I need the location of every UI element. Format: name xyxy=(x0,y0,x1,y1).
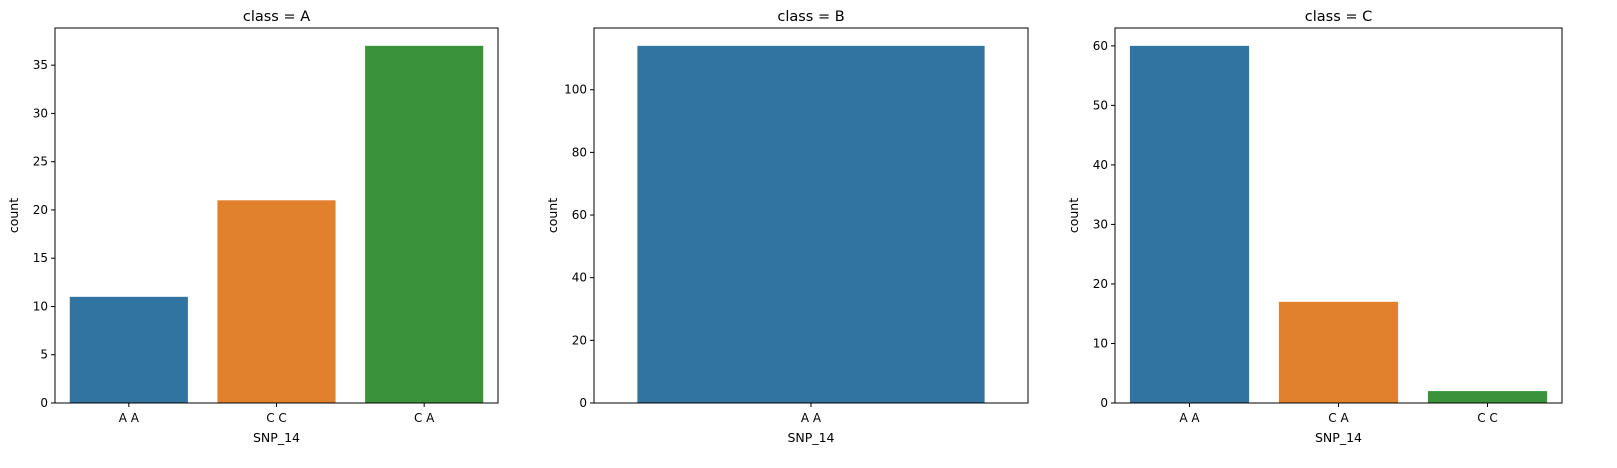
y-tick-label: 80 xyxy=(572,145,587,159)
x-axis-label: SNP_14 xyxy=(253,430,300,445)
bar-3-2 xyxy=(1278,301,1399,403)
y-tick-label: 15 xyxy=(33,251,48,265)
x-tick-label: C C xyxy=(1477,411,1498,425)
y-axis-label: count xyxy=(1066,198,1081,233)
y-tick-label: 5 xyxy=(40,348,48,362)
chart-title: class = C xyxy=(1305,9,1373,25)
y-tick-label: 0 xyxy=(1100,396,1108,410)
x-tick-label: C A xyxy=(1328,411,1349,425)
x-axis-label: SNP_14 xyxy=(1315,430,1362,445)
y-axis-label: count xyxy=(545,198,560,233)
y-tick-label: 30 xyxy=(1093,217,1108,231)
y-tick-label: 50 xyxy=(1093,98,1108,112)
y-tick-label: 20 xyxy=(33,203,48,217)
y-tick-label: 100 xyxy=(564,83,587,97)
y-tick-label: 10 xyxy=(33,299,48,313)
bar-3-1 xyxy=(1129,45,1250,403)
chart-panel-1: 0 5 10 15 20 25 30 35 A A C C C A class = A SNP_14 co… xyxy=(6,9,499,445)
x-axis-label: SNP_14 xyxy=(788,430,835,445)
chart-panel-2: 0 20 40 60 80 100 A A class = B SNP_14 count xyxy=(545,9,1029,445)
chart-title: class = B xyxy=(777,9,844,25)
y-tick-label: 20 xyxy=(1093,277,1108,291)
y-tick-label: 10 xyxy=(1093,336,1108,350)
bar-1-1 xyxy=(69,296,188,403)
y-tick-label: 60 xyxy=(1093,39,1108,53)
chart-panel-3: 0 10 20 30 40 50 60 A A C A C C class = C SNP_14 cou… xyxy=(1066,9,1563,445)
x-tick-label: A A xyxy=(119,411,140,425)
bar-3-3 xyxy=(1427,391,1548,403)
chart-title: class = A xyxy=(243,9,310,25)
bar-2-1 xyxy=(637,45,985,403)
y-tick-label: 25 xyxy=(33,155,48,169)
bar-1-3 xyxy=(365,45,484,403)
bar-1-2 xyxy=(217,200,336,403)
x-tick-label: A A xyxy=(1179,411,1200,425)
x-tick-label: C A xyxy=(414,411,435,425)
y-tick-label: 35 xyxy=(33,58,48,72)
y-axis-label: count xyxy=(6,198,21,233)
x-tick-label: C C xyxy=(266,411,287,425)
y-tick-label: 40 xyxy=(572,271,587,285)
x-tick-label: A A xyxy=(801,411,822,425)
y-tick-label: 20 xyxy=(572,333,587,347)
y-tick-label: 0 xyxy=(579,396,587,410)
y-tick-label: 0 xyxy=(40,396,48,410)
y-tick-label: 40 xyxy=(1093,158,1108,172)
y-tick-label: 30 xyxy=(33,106,48,120)
y-tick-label: 60 xyxy=(572,208,587,222)
